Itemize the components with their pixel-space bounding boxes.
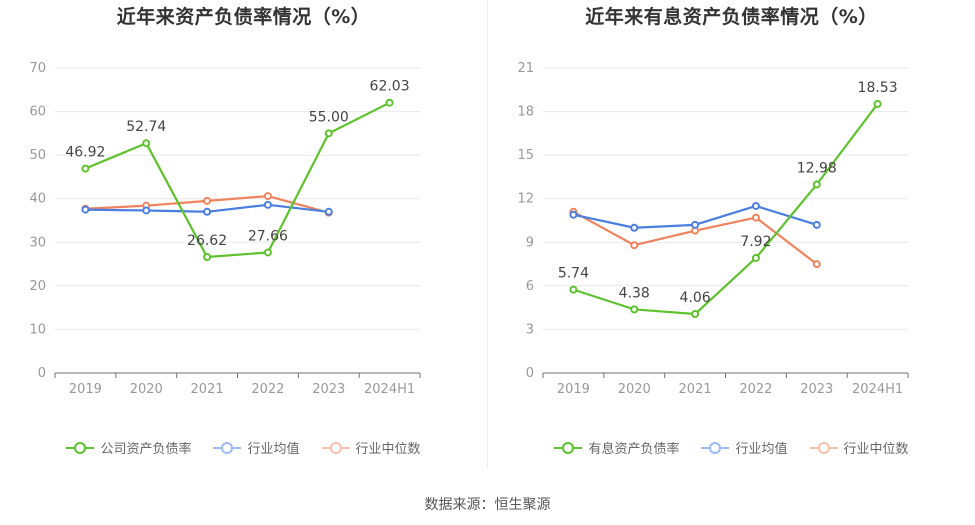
data-point: [630, 223, 639, 232]
legend-item-industry-median[interactable]: 行业中位数: [809, 438, 909, 457]
data-label: 5.74: [558, 266, 589, 282]
legend-line-marker-icon: [66, 441, 95, 454]
data-point: [812, 220, 821, 229]
data-point: [81, 205, 90, 214]
data-point: [203, 196, 212, 205]
y-tick-label: 40: [29, 192, 46, 207]
data-point: [812, 180, 821, 189]
y-tick-label: 60: [29, 105, 46, 120]
data-point: [263, 248, 272, 257]
x-tick-label: 2024H1: [364, 382, 415, 397]
panel-divider: [487, 0, 488, 468]
y-tick-label: 18: [517, 105, 534, 120]
data-point: [751, 253, 760, 262]
y-tick-label: 9: [526, 235, 534, 250]
data-point: [142, 139, 151, 148]
data-point: [142, 206, 151, 215]
legend: 有息资产负债率 行业均值 行业中位数: [488, 438, 975, 457]
x-tick-label: 2021: [679, 382, 712, 397]
data-label: 18.53: [858, 80, 898, 96]
x-tick-label: 2023: [800, 382, 833, 397]
x-tick-label: 2019: [69, 382, 102, 397]
x-tick-label: 2022: [739, 382, 772, 397]
legend: 公司资产负债率 行业均值 行业中位数: [0, 438, 487, 457]
data-source-footer: 数据来源：恒生聚源: [424, 497, 551, 513]
data-point: [263, 200, 272, 209]
data-point: [569, 210, 578, 219]
data-point: [203, 253, 212, 262]
x-tick-label: 2023: [312, 382, 345, 397]
data-point: [691, 310, 700, 319]
y-tick-label: 10: [29, 322, 46, 337]
series-line-0: [573, 103, 879, 316]
data-point: [873, 99, 882, 108]
data-point: [324, 207, 333, 216]
data-label: 46.92: [65, 145, 105, 161]
legend-item-company[interactable]: 公司资产负债率: [66, 438, 191, 457]
data-label: 26.62: [187, 233, 227, 249]
data-label: 27.66: [248, 228, 288, 244]
y-tick-label: 70: [29, 61, 46, 76]
legend-label: 行业均值: [247, 442, 300, 457]
x-tick-label: 2020: [130, 382, 163, 397]
data-label: 52.74: [126, 119, 166, 135]
y-tick-label: 12: [517, 192, 534, 207]
x-tick-label: 2022: [251, 382, 284, 397]
data-label: 7.92: [740, 234, 771, 250]
data-point: [324, 129, 333, 138]
data-point: [751, 201, 760, 210]
data-label: 62.03: [370, 79, 410, 95]
y-tick-label: 0: [38, 366, 46, 381]
legend-item-industry-mean[interactable]: 行业均值: [213, 438, 300, 457]
x-tick-label: 2019: [557, 382, 590, 397]
legend-item-industry-median[interactable]: 行业中位数: [321, 438, 421, 457]
data-label: 4.06: [679, 290, 710, 306]
y-tick-label: 21: [517, 61, 534, 76]
data-point: [630, 241, 639, 250]
data-point: [203, 207, 212, 216]
legend-label: 公司资产负债率: [100, 442, 192, 457]
data-label: 12.98: [797, 160, 837, 176]
chart-title: 近年来资产负债率情况（%）: [116, 6, 371, 28]
data-label: 4.38: [619, 285, 650, 301]
chart-panel-asset-liability: 近年来资产负债率情况（%） 0 10 20 30 40 50 60 70 2019 2020 202…: [0, 0, 487, 470]
series-line-2: [572, 210, 818, 265]
y-tick-label: 0: [526, 366, 534, 381]
x-tick-label: 2024H1: [852, 382, 903, 397]
legend-label: 行业均值: [735, 442, 788, 457]
legend-line-marker-icon: [701, 441, 730, 454]
y-tick-label: 20: [29, 279, 46, 294]
legend-line-marker-icon: [809, 441, 838, 454]
legend-label: 有息资产负债率: [588, 442, 680, 457]
x-tick-label: 2021: [191, 382, 224, 397]
y-tick-label: 6: [526, 279, 534, 294]
data-point: [81, 164, 90, 173]
data-point: [385, 98, 394, 107]
legend-label: 行业中位数: [355, 442, 421, 457]
legend-item-company[interactable]: 有息资产负债率: [554, 438, 679, 457]
y-tick-label: 3: [526, 322, 534, 337]
series-line-0: [84, 101, 391, 259]
legend-line-marker-icon: [554, 441, 583, 454]
y-tick-label: 30: [29, 235, 46, 250]
chart-title: 近年来有息资产负债率情况（%）: [585, 6, 878, 28]
data-point: [812, 260, 821, 269]
line-chart-interest-bearing: 0 3 6 9 12 15 18 21 2019 2020 2021 2022 2023 2024H1 5.…: [517, 61, 909, 397]
legend-line-marker-icon: [213, 441, 242, 454]
line-chart-asset-liability: 0 10 20 30 40 50 60 70 2019 2020 2021 2022 2023 2024H…: [29, 61, 421, 397]
data-point: [751, 213, 760, 222]
data-point: [569, 285, 578, 294]
chart-panel-interest-bearing: 近年来有息资产负债率情况（%） 0 3 6 9 12 15 18 21 2019 2020 2021…: [488, 0, 975, 470]
legend-item-industry-mean[interactable]: 行业均值: [701, 438, 788, 457]
data-point: [263, 192, 272, 201]
y-tick-label: 50: [29, 148, 46, 163]
legend-label: 行业中位数: [843, 442, 909, 457]
data-point: [691, 220, 700, 229]
legend-line-marker-icon: [321, 441, 350, 454]
data-point: [630, 305, 639, 314]
x-tick-label: 2020: [618, 382, 651, 397]
y-tick-label: 15: [517, 148, 534, 163]
data-label: 55.00: [309, 109, 349, 125]
